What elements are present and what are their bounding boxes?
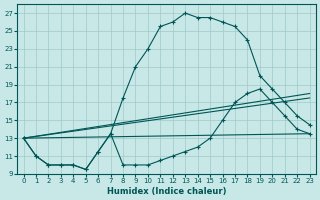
X-axis label: Humidex (Indice chaleur): Humidex (Indice chaleur) [107,187,226,196]
